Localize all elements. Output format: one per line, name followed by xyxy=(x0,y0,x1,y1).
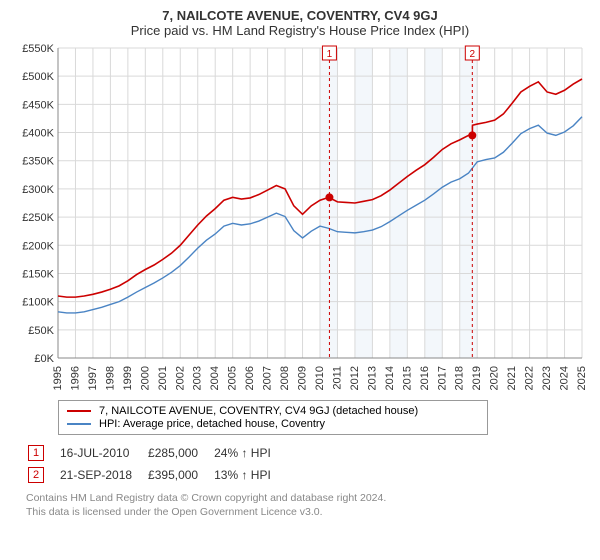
svg-text:1996: 1996 xyxy=(69,366,81,390)
svg-text:2008: 2008 xyxy=(279,366,291,390)
svg-text:2015: 2015 xyxy=(401,366,413,390)
legend-label-series1: 7, NAILCOTE AVENUE, COVENTRY, CV4 9GJ (d… xyxy=(99,405,418,417)
svg-text:2023: 2023 xyxy=(541,366,553,390)
legend-label-series2: HPI: Average price, detached house, Cove… xyxy=(99,418,325,430)
svg-text:£100K: £100K xyxy=(22,297,54,309)
marker-row-1: 1 16-JUL-2010 £285,000 24% ↑ HPI xyxy=(28,443,285,463)
svg-text:£550K: £550K xyxy=(22,44,54,55)
svg-text:2024: 2024 xyxy=(559,366,571,390)
svg-text:1995: 1995 xyxy=(52,366,64,390)
svg-text:1999: 1999 xyxy=(122,366,134,390)
svg-text:2000: 2000 xyxy=(139,366,151,390)
footer-text: Contains HM Land Registry data © Crown c… xyxy=(26,492,590,519)
marker-badge-2: 2 xyxy=(28,467,44,483)
svg-text:£150K: £150K xyxy=(22,268,54,280)
svg-text:2012: 2012 xyxy=(349,366,361,390)
svg-text:£300K: £300K xyxy=(22,184,54,196)
svg-text:2007: 2007 xyxy=(262,366,274,390)
svg-text:1997: 1997 xyxy=(87,366,99,390)
marker-delta-2: 13% ↑ HPI xyxy=(214,465,285,485)
marker-date-2: 21-SEP-2018 xyxy=(60,465,146,485)
legend-swatch-series1 xyxy=(67,410,91,412)
svg-text:2021: 2021 xyxy=(506,366,518,390)
marker-price-1: £285,000 xyxy=(148,443,212,463)
svg-text:2009: 2009 xyxy=(297,366,309,390)
svg-text:1: 1 xyxy=(327,49,333,60)
svg-text:1998: 1998 xyxy=(104,366,116,390)
legend-swatch-series2 xyxy=(67,423,91,425)
marker-table: 1 16-JUL-2010 £285,000 24% ↑ HPI 2 21-SE… xyxy=(26,441,287,487)
svg-text:2006: 2006 xyxy=(244,366,256,390)
svg-text:£350K: £350K xyxy=(22,156,54,168)
svg-text:2019: 2019 xyxy=(471,366,483,390)
svg-text:£50K: £50K xyxy=(28,325,54,337)
marker-badge-1: 1 xyxy=(28,445,44,461)
svg-text:£400K: £400K xyxy=(22,128,54,140)
svg-text:£250K: £250K xyxy=(22,212,54,224)
chart-subtitle: Price paid vs. HM Land Registry's House … xyxy=(10,23,590,38)
svg-text:2005: 2005 xyxy=(227,366,239,390)
marker-delta-1: 24% ↑ HPI xyxy=(214,443,285,463)
svg-text:2003: 2003 xyxy=(192,366,204,390)
svg-text:2011: 2011 xyxy=(331,366,343,390)
svg-text:£500K: £500K xyxy=(22,71,54,83)
svg-text:£200K: £200K xyxy=(22,240,54,252)
svg-text:2001: 2001 xyxy=(157,366,169,390)
svg-text:2013: 2013 xyxy=(366,366,378,390)
svg-text:£450K: £450K xyxy=(22,99,54,111)
svg-text:2025: 2025 xyxy=(576,366,588,390)
svg-text:2014: 2014 xyxy=(384,366,396,390)
marker-row-2: 2 21-SEP-2018 £395,000 13% ↑ HPI xyxy=(28,465,285,485)
marker-date-1: 16-JUL-2010 xyxy=(60,443,146,463)
svg-text:2010: 2010 xyxy=(314,366,326,390)
svg-text:2018: 2018 xyxy=(454,366,466,390)
svg-text:2016: 2016 xyxy=(419,366,431,390)
chart-title: 7, NAILCOTE AVENUE, COVENTRY, CV4 9GJ xyxy=(10,8,590,23)
marker-price-2: £395,000 xyxy=(148,465,212,485)
svg-text:2022: 2022 xyxy=(524,366,536,390)
svg-text:2017: 2017 xyxy=(436,366,448,390)
svg-text:2004: 2004 xyxy=(209,366,221,390)
svg-text:2: 2 xyxy=(470,49,476,60)
svg-text:2020: 2020 xyxy=(489,366,501,390)
svg-text:2002: 2002 xyxy=(174,366,186,390)
legend: 7, NAILCOTE AVENUE, COVENTRY, CV4 9GJ (d… xyxy=(58,400,488,435)
chart-area: £0K £50K £100K £150K £200K £250K £300K £350K £40… xyxy=(10,44,590,394)
svg-text:£0K: £0K xyxy=(34,353,54,365)
